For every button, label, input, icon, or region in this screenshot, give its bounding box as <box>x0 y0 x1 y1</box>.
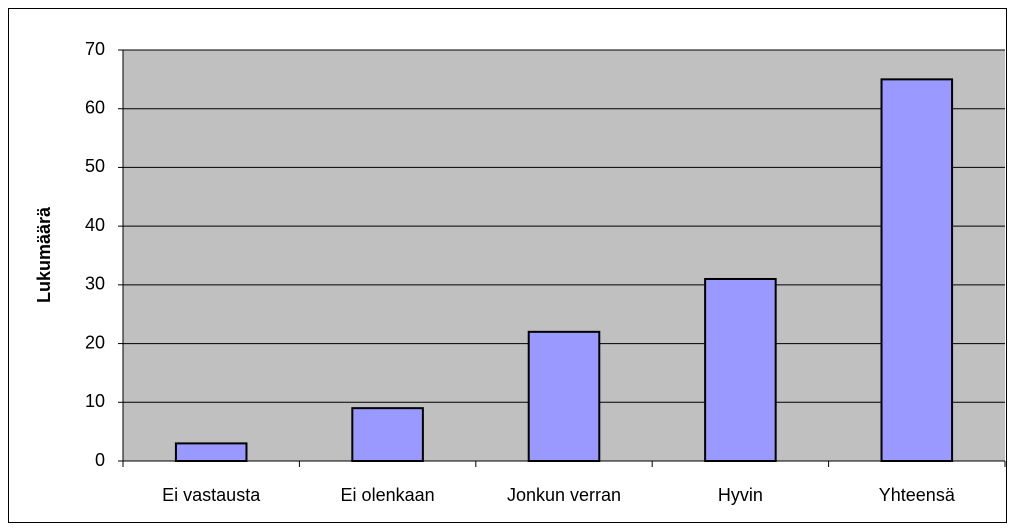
y-tick-label: 60 <box>85 97 105 117</box>
bar <box>351 407 424 462</box>
y-tick-label: 50 <box>85 156 105 176</box>
bar <box>704 277 777 462</box>
bar <box>880 78 954 462</box>
y-tick-label: 20 <box>85 332 105 352</box>
y-tick-label: 40 <box>85 215 105 235</box>
y-tick-label: 30 <box>85 274 105 294</box>
bar <box>527 330 601 463</box>
y-axis-label: Lukumäärä <box>34 206 54 303</box>
x-tick-label: Jonkun verran <box>507 485 621 505</box>
x-tick-label: Yhteensä <box>879 485 956 505</box>
x-tick-label: Hyvin <box>718 485 763 505</box>
x-tick-label: Ei vastausta <box>162 485 261 505</box>
x-tick-label: Ei olenkaan <box>341 485 435 505</box>
y-tick-label: 70 <box>85 39 105 59</box>
y-tick-label: 0 <box>95 450 105 470</box>
bar <box>174 442 248 462</box>
y-tick-label: 10 <box>85 391 105 411</box>
